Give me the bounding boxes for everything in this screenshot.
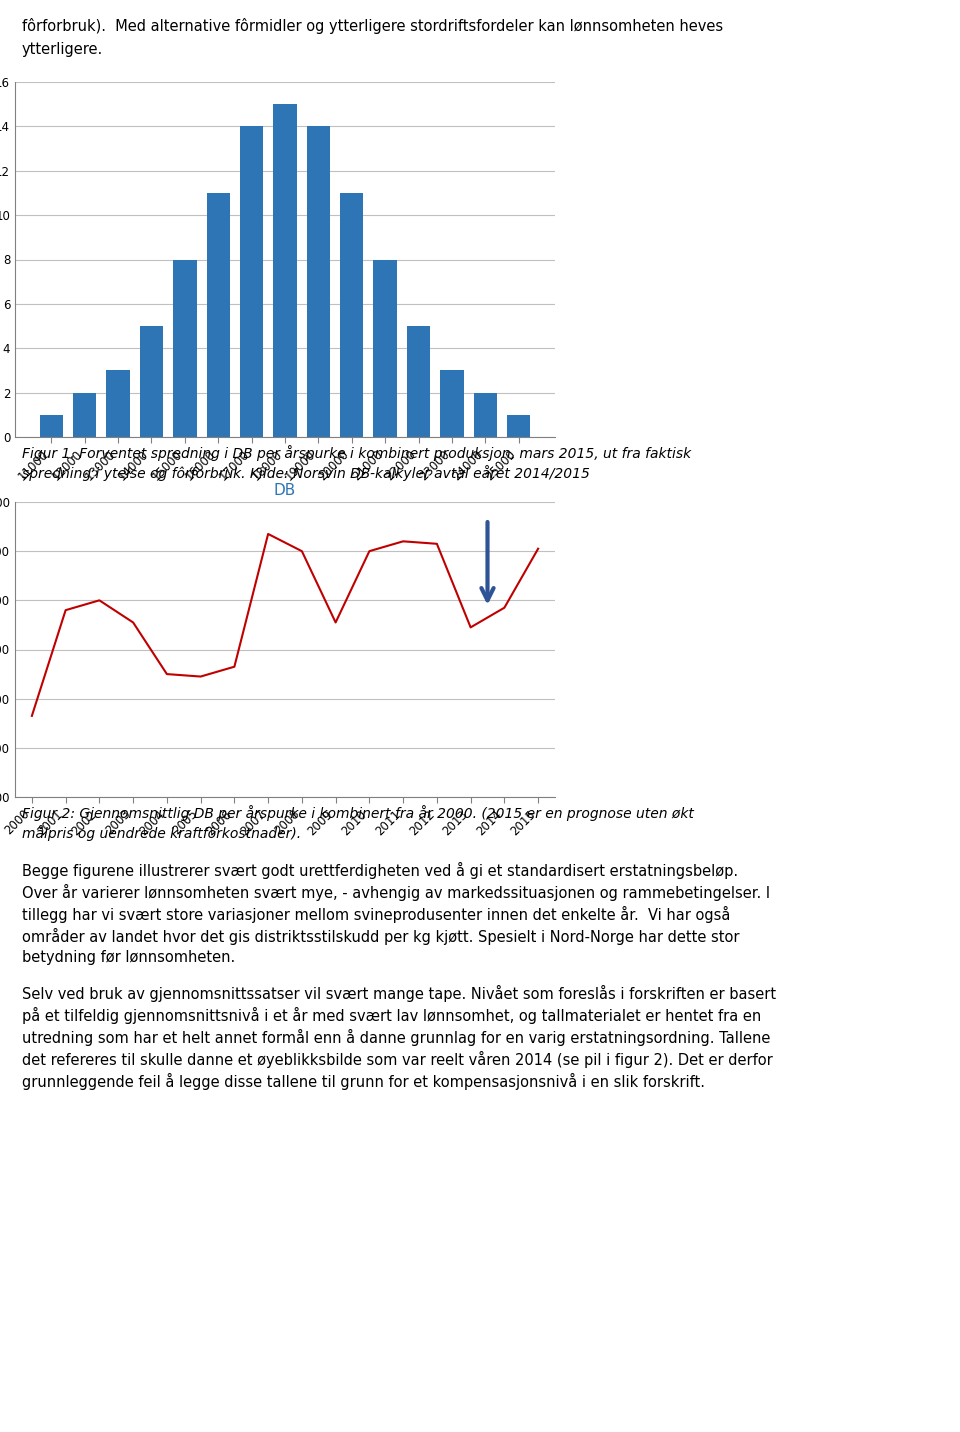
Text: Selv ved bruk av gjennomsnittssatser vil svært mange tape. Nivået som foreslås i: Selv ved bruk av gjennomsnittssatser vil…: [22, 985, 776, 1002]
Bar: [441, 371, 464, 437]
Bar: [306, 126, 330, 437]
Text: utredning som har et helt annet formål enn å danne grunnlag for en varig erstatn: utredning som har et helt annet formål e…: [22, 1030, 770, 1047]
Bar: [173, 259, 197, 437]
Bar: [473, 392, 497, 437]
Text: Over år varierer lønnsomheten svært mye, - avhengig av markedssituasjonen og ram: Over år varierer lønnsomheten svært mye,…: [22, 884, 770, 901]
Bar: [407, 326, 430, 437]
Text: fôrforbruk).  Med alternative fôrmidler og ytterligere stordriftsfordeler kan lø: fôrforbruk). Med alternative fôrmidler o…: [22, 19, 723, 34]
Text: tillegg har vi svært store variasjoner mellom svineprodusenter innen det enkelte: tillegg har vi svært store variasjoner m…: [22, 906, 731, 924]
Title: DB: DB: [274, 483, 296, 498]
Text: på et tilfeldig gjennomsnittsnivå i et år med svært lav lønnsomhet, og tallmater: på et tilfeldig gjennomsnittsnivå i et å…: [22, 1007, 761, 1024]
Bar: [340, 193, 364, 437]
Bar: [240, 126, 263, 437]
Bar: [73, 392, 96, 437]
Bar: [206, 193, 229, 437]
Text: spredning i ytelse og fôrforbruk. Kilde: Norsvin DB-kalkyler avtal eåret 2014/20: spredning i ytelse og fôrforbruk. Kilde:…: [22, 465, 589, 481]
Text: Figur 2: Gjennomsnittlig DB per årspurke i kombinert fra år 2000. (2015 er en pr: Figur 2: Gjennomsnittlig DB per årspurke…: [22, 805, 694, 821]
Bar: [140, 326, 163, 437]
Text: grunnleggende feil å legge disse tallene til grunn for et kompensasjonsnivå i en: grunnleggende feil å legge disse tallene…: [22, 1073, 705, 1090]
Text: betydning før lønnsomheten.: betydning før lønnsomheten.: [22, 949, 235, 965]
Text: områder av landet hvor det gis distriktsstilskudd per kg kjøtt. Spesielt i Nord-: områder av landet hvor det gis distrikts…: [22, 928, 739, 945]
Bar: [373, 259, 396, 437]
Text: Figur 1. Forventet spredning i DB per årspurke i kombinert produksjon, mars 2015: Figur 1. Forventet spredning i DB per år…: [22, 445, 691, 461]
Text: det refereres til skulle danne et øyeblikksbilde som var reelt våren 2014 (se pi: det refereres til skulle danne et øyebli…: [22, 1051, 773, 1068]
Bar: [274, 105, 297, 437]
Bar: [107, 371, 130, 437]
Bar: [507, 415, 531, 437]
Bar: [39, 415, 63, 437]
Text: målpris og uendrede kraftfôrkostnader).: målpris og uendrede kraftfôrkostnader).: [22, 825, 301, 841]
Text: ytterligere.: ytterligere.: [22, 42, 104, 57]
Text: Begge figurene illustrerer svært godt urettferdigheten ved å gi et standardisert: Begge figurene illustrerer svært godt ur…: [22, 862, 738, 879]
